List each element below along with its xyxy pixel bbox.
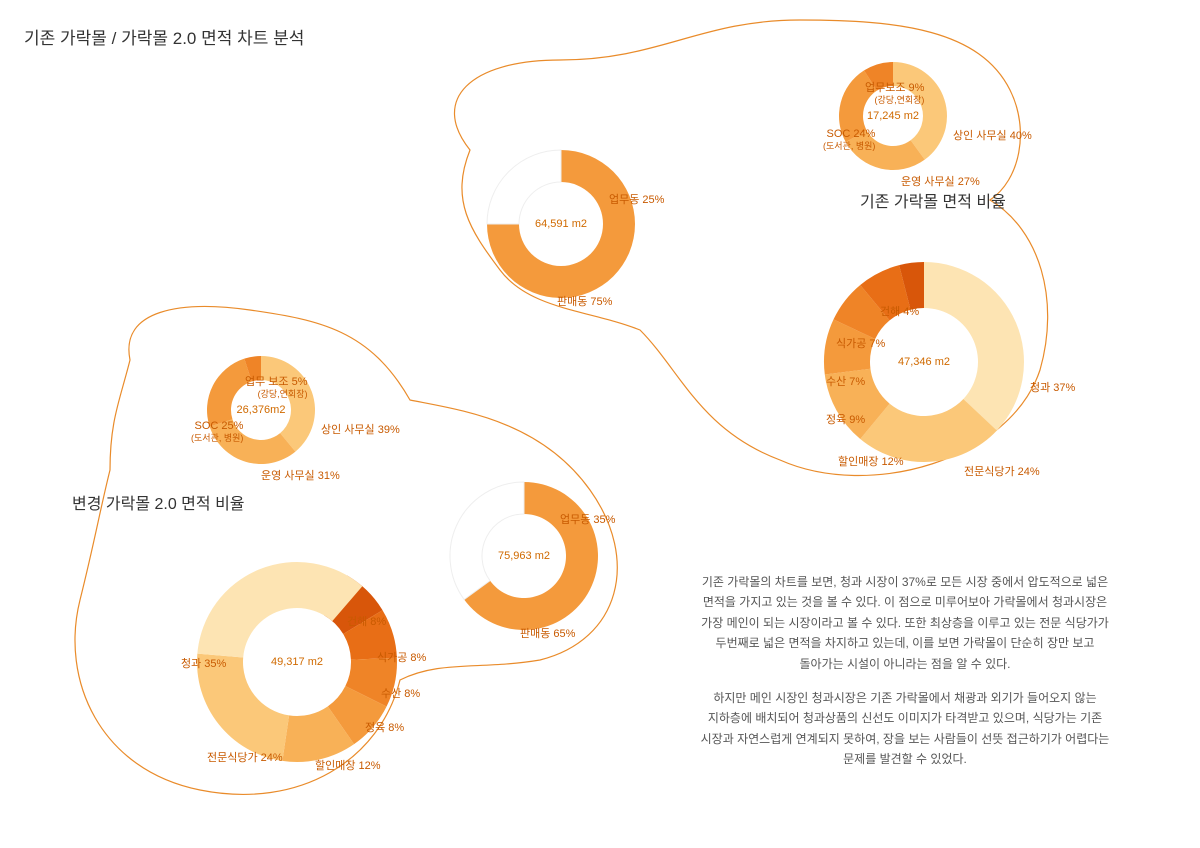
donut-center-label: 64,591 m2: [535, 218, 587, 230]
slice-label: 정육 9%: [826, 414, 865, 427]
slice-label: 식가공 8%: [377, 652, 426, 665]
donut-center-label: 17,245 m2: [867, 110, 919, 122]
slice-label: 업무 보조 5%(강당,연회장): [245, 376, 308, 400]
slice-label: 상인 사무실 40%: [953, 130, 1032, 143]
slice-label: 청과 37%: [1030, 382, 1075, 395]
slice-label: SOC 24%(도서관, 병원): [823, 128, 875, 152]
slice-label: SOC 25%(도서관, 병원): [191, 420, 243, 444]
slice: [450, 482, 524, 599]
donut-prop-market: 49,317 m2건해 8%식가공 8%수산 8%정육 8%할인매장 12%전문…: [195, 560, 399, 764]
slice-label: 건해 4%: [880, 306, 919, 319]
slice-label: 운영 사무실 27%: [901, 176, 980, 189]
slice-label: 업무동 25%: [609, 194, 664, 207]
slice-label: 판매동 75%: [557, 296, 612, 309]
slice: [197, 562, 362, 657]
donut-center-label: 47,346 m2: [898, 356, 950, 368]
slice-label: 업무동 35%: [560, 514, 615, 527]
existing-section-title: 기존 가락몰 면적 비율: [860, 188, 1006, 212]
slice-label: 식가공 7%: [836, 338, 885, 351]
slice-label: 업무보조 9%(강당,연회장): [865, 82, 924, 106]
donut-exist-market: 47,346 m2청과 37%전문식당가 24%할인매장 12%정육 9%수산 …: [822, 260, 1026, 464]
donut-prop-usage: 75,963 m2판매동 65%업무동 35%: [448, 480, 600, 632]
body-paragraph-1: 기존 가락몰의 차트를 보면, 청과 시장이 37%로 모든 시장 중에서 압도…: [660, 572, 1150, 674]
slice-label: 전문식당가 24%: [964, 466, 1040, 479]
slice-label: 수산 8%: [381, 688, 420, 701]
slice-label: 건해 8%: [347, 616, 386, 629]
slice: [924, 262, 1024, 430]
body-paragraph-2: 하지만 메인 시장인 청과시장은 기존 가락몰에서 채광과 외기가 들어오지 않…: [660, 688, 1150, 770]
slice: [487, 150, 561, 224]
donut-center-label: 26,376m2: [237, 404, 286, 416]
donut-center-label: 75,963 m2: [498, 550, 550, 562]
donut-prop-office: 26,376m2상인 사무실 39%운영 사무실 31%SOC 25%(도서관,…: [205, 354, 317, 466]
page-title: 기존 가락몰 / 가락몰 2.0 면적 차트 분석: [24, 24, 304, 49]
donut-center-label: 49,317 m2: [271, 656, 323, 668]
slice-label: 판매동 65%: [520, 628, 575, 641]
slice-label: 상인 사무실 39%: [321, 424, 400, 437]
slice-label: 전문식당가 24%: [207, 752, 283, 765]
slice-label: 수산 7%: [826, 376, 865, 389]
slice-label: 청과 35%: [181, 658, 226, 671]
slice-label: 할인매장 12%: [315, 760, 381, 773]
donut-exist-usage: 64,591 m2판매동 75%업무동 25%: [485, 148, 637, 300]
donut-exist-office: 17,245 m2상인 사무실 40%운영 사무실 27%SOC 24%(도서관…: [837, 60, 949, 172]
slice-label: 정육 8%: [365, 722, 404, 735]
slice-label: 운영 사무실 31%: [261, 470, 340, 483]
slice-label: 할인매장 12%: [838, 456, 904, 469]
proposed-section-title: 변경 가락몰 2.0 면적 비율: [72, 490, 245, 514]
